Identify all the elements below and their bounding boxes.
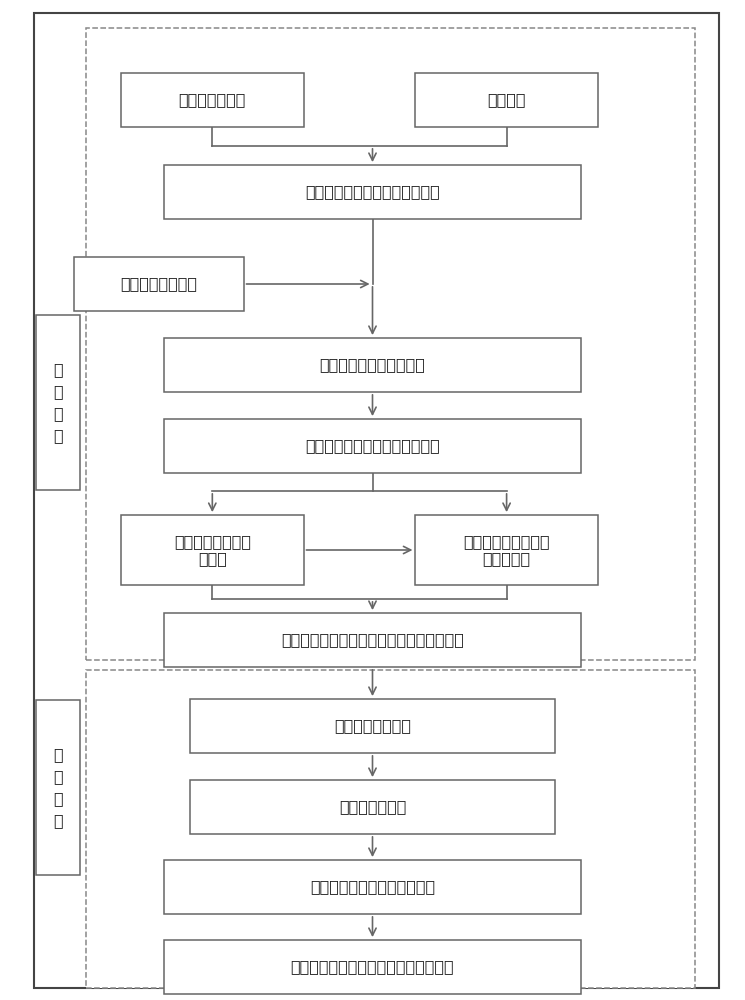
FancyBboxPatch shape bbox=[190, 780, 555, 834]
FancyBboxPatch shape bbox=[164, 419, 581, 473]
Text: 提出撑拓系数概念: 提出撑拓系数概念 bbox=[120, 276, 197, 292]
Bar bbox=[86, 28, 695, 660]
FancyBboxPatch shape bbox=[74, 257, 244, 311]
Text: 计算骨架密实型分界
筛孔通过率: 计算骨架密实型分界 筛孔通过率 bbox=[463, 534, 550, 566]
Text: 模
型
构
建: 模 型 构 建 bbox=[54, 362, 63, 443]
Text: 构建悬浮密实型矿料间隙率模型: 构建悬浮密实型矿料间隙率模型 bbox=[305, 438, 440, 454]
FancyBboxPatch shape bbox=[164, 165, 581, 219]
FancyBboxPatch shape bbox=[416, 73, 598, 127]
FancyBboxPatch shape bbox=[121, 515, 304, 585]
Text: 测定粗、细料骨架
间隙率: 测定粗、细料骨架 间隙率 bbox=[174, 534, 251, 566]
Text: 建立粗料间隙率增量方程: 建立粗料间隙率增量方程 bbox=[320, 358, 425, 372]
FancyBboxPatch shape bbox=[164, 940, 581, 994]
FancyBboxPatch shape bbox=[416, 515, 598, 585]
FancyBboxPatch shape bbox=[164, 338, 581, 392]
FancyBboxPatch shape bbox=[164, 613, 581, 667]
Text: 拟定多条级配曲线: 拟定多条级配曲线 bbox=[334, 718, 411, 734]
FancyBboxPatch shape bbox=[164, 860, 581, 914]
Text: 不同级配曲线的矿料间隙率比较、排序: 不同级配曲线的矿料间隙率比较、排序 bbox=[291, 960, 454, 974]
Text: 不同级配类型的矿料间隙率预测及变化规律: 不同级配类型的矿料间隙率预测及变化规律 bbox=[281, 633, 464, 648]
FancyBboxPatch shape bbox=[34, 13, 719, 988]
FancyBboxPatch shape bbox=[190, 699, 555, 753]
Text: 定义粗料、细料: 定义粗料、细料 bbox=[179, 93, 246, 107]
Text: 构建骨架空隙与骨架密实型模型: 构建骨架空隙与骨架密实型模型 bbox=[305, 184, 440, 200]
Text: 基本假设: 基本假设 bbox=[487, 93, 526, 107]
Text: 模
型
应
用: 模 型 应 用 bbox=[54, 747, 63, 828]
FancyBboxPatch shape bbox=[121, 73, 304, 127]
FancyBboxPatch shape bbox=[36, 700, 80, 875]
Text: 判定各级配类型: 判定各级配类型 bbox=[339, 800, 406, 814]
Text: 选择相应模型计算矿料间隙率: 选择相应模型计算矿料间隙率 bbox=[310, 880, 435, 894]
FancyBboxPatch shape bbox=[36, 315, 80, 490]
Bar bbox=[86, 670, 695, 988]
